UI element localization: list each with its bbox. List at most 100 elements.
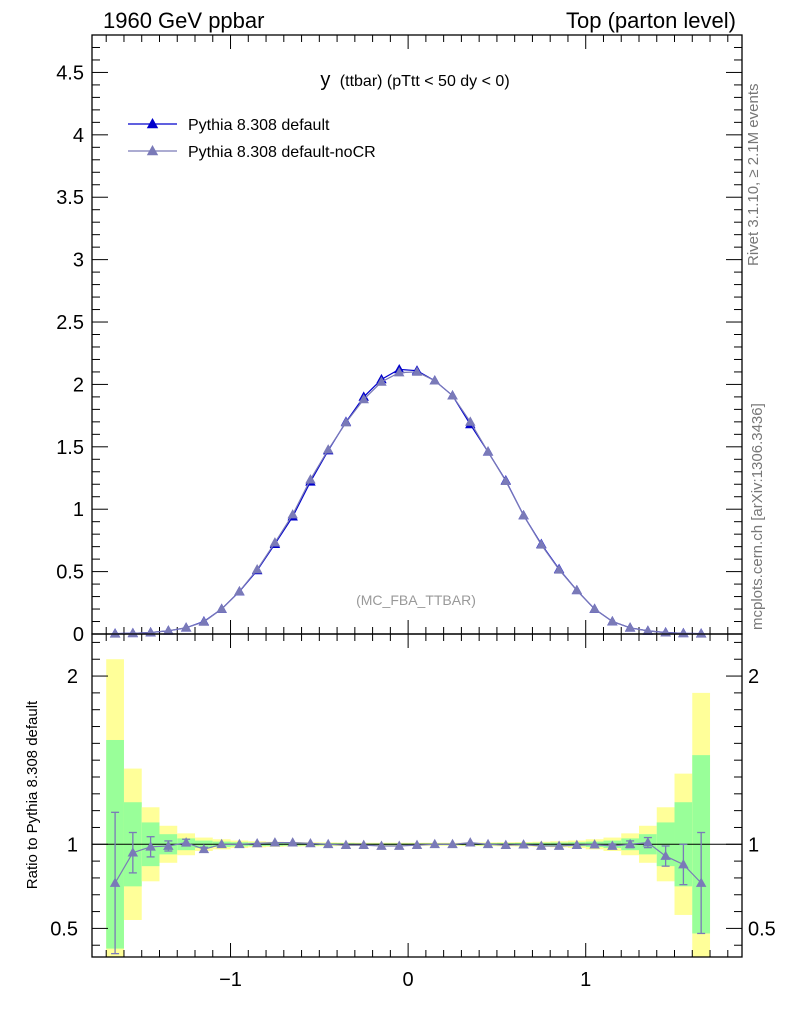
- data-point-default-nocr: [695, 628, 707, 638]
- data-point-default-nocr: [198, 616, 210, 626]
- ratio-data-point: [216, 838, 227, 849]
- ratio-data-point: [660, 850, 671, 860]
- ratio-data-point: [678, 858, 689, 869]
- ratio-data-point: [305, 837, 316, 848]
- ratio-y-tick-label-right: 0.5: [748, 918, 776, 940]
- legend-marker: [146, 145, 159, 156]
- ratio-series-line: [114, 841, 702, 884]
- ratio-y-tick-label: 0.5: [50, 918, 78, 940]
- main-panel-series: [109, 363, 707, 638]
- watermark: (MC_FBA_TTBAR): [356, 592, 476, 608]
- data-point-default-nocr: [536, 539, 547, 549]
- main-y-tick-label: 0: [73, 624, 84, 646]
- ratio-data-point: [518, 839, 529, 849]
- main-y-tick-label: 2.5: [56, 312, 84, 334]
- ratio-data-point: [163, 840, 174, 850]
- data-point-default-nocr: [376, 376, 387, 386]
- ratio-data-point: [429, 838, 440, 849]
- chart-title: y (ttbar) (pTtt < 50 dy < 0): [320, 69, 509, 91]
- main-y-tick-label: 3: [73, 250, 84, 272]
- main-y-tick-label: 4: [73, 125, 84, 147]
- ratio-data-point: [695, 877, 707, 887]
- x-tick-label: −1: [219, 969, 242, 991]
- legend-label: Pythia 8.308 default: [188, 117, 330, 134]
- ratio-data-point: [251, 837, 263, 848]
- data-point-default-nocr: [465, 416, 476, 426]
- ratio-ylabel: Ratio to Pythia 8.308 default: [24, 700, 41, 889]
- data-point-default-nocr: [553, 564, 565, 574]
- ratio-data-point: [376, 840, 387, 850]
- main-y-tick-label: 3.5: [56, 187, 84, 209]
- data-point-default-nocr: [518, 509, 529, 520]
- data-point-default-nocr: [358, 393, 369, 404]
- data-point-default-nocr: [305, 474, 316, 484]
- data-point-default-nocr: [287, 509, 298, 519]
- header-right: Top (parton level): [566, 8, 736, 33]
- ratio-y-tick-label-right: 1: [748, 834, 759, 856]
- data-point-default-nocr: [571, 584, 583, 595]
- ratio-data-point: [553, 840, 565, 850]
- ratio-data-point: [607, 840, 618, 850]
- ratio-data-point: [145, 841, 156, 851]
- data-point-default-nocr: [340, 416, 352, 427]
- ratio-panel-series: [109, 811, 707, 955]
- data-point-default-nocr: [163, 625, 174, 635]
- data-point-default-nocr: [607, 616, 618, 626]
- ratio-frame: [91, 633, 743, 958]
- ratio-data-point: [411, 839, 423, 849]
- data-point-default-nocr: [322, 444, 334, 454]
- ratio-data-point: [234, 838, 245, 849]
- data-point-default-nocr: [127, 627, 139, 638]
- chart-title-main: y: [320, 69, 330, 91]
- ratio-panel-bands: [106, 659, 711, 957]
- series-line-default-nocr: [115, 371, 702, 635]
- data-point-default-nocr: [447, 390, 458, 400]
- main-y-tick-label: 2: [73, 374, 84, 396]
- data-point-default-nocr: [394, 367, 405, 377]
- legend-label: Pythia 8.308 default-noCR: [188, 144, 376, 161]
- x-tick-label: 0: [403, 969, 414, 991]
- data-point-default-nocr: [251, 563, 263, 574]
- ratio-data-point: [447, 838, 458, 849]
- data-point-default-nocr: [234, 585, 245, 596]
- main-y-tick-label: 1.5: [56, 437, 84, 459]
- header-left: 1960 GeV ppbar: [103, 8, 265, 33]
- legend-marker: [146, 118, 159, 129]
- data-point-default-nocr: [411, 366, 423, 376]
- main-y-tick-label: 1: [73, 499, 84, 521]
- side-label-rivet: Rivet 3.1.10, ≥ 2.1M events: [745, 83, 762, 267]
- ratio-data-point: [482, 838, 494, 849]
- ratio-data-point: [322, 838, 334, 849]
- data-point-default-nocr: [624, 622, 636, 632]
- legend: Pythia 8.308 default Pythia 8.308 default…: [128, 117, 376, 161]
- ratio-data-point: [624, 838, 636, 849]
- x-tick-label: 1: [580, 969, 591, 991]
- ratio-y-tick-label: 1: [67, 834, 78, 856]
- ratio-data-point: [500, 839, 512, 849]
- ratio-panel-ticks: −1 0 1 0.5 0.5 1 1 2 2: [50, 634, 776, 991]
- ratio-data-point: [394, 840, 405, 850]
- data-point-default-nocr: [109, 628, 121, 638]
- data-point-default-nocr: [429, 375, 440, 385]
- ratio-y-tick-label: 2: [67, 666, 78, 688]
- data-point-default-nocr: [589, 603, 600, 613]
- data-point-default-nocr: [180, 622, 192, 632]
- data-point-default-nocr: [678, 627, 689, 638]
- data-point-default-nocr: [216, 603, 227, 613]
- ratio-y-tick-label-right: 2: [748, 666, 759, 688]
- ratio-data-point: [269, 837, 281, 847]
- ratio-data-point: [465, 837, 476, 847]
- main-panel-ticks: 0 0.5 1 1.5 2 2.5 3 3.5 4 4.5: [56, 34, 742, 646]
- data-point-default-nocr: [482, 446, 494, 456]
- data-point-default-nocr: [642, 625, 654, 635]
- ratio-data-point: [127, 847, 139, 857]
- ratio-data-point: [571, 839, 583, 849]
- main-y-tick-label: 4.5: [56, 62, 84, 84]
- ratio-data-point: [358, 839, 369, 849]
- main-y-tick-label: 0.5: [56, 562, 84, 584]
- ratio-data-point: [109, 877, 121, 887]
- data-point-default-nocr: [269, 537, 281, 547]
- ratio-data-point: [198, 843, 210, 854]
- ratio-data-point: [642, 837, 654, 847]
